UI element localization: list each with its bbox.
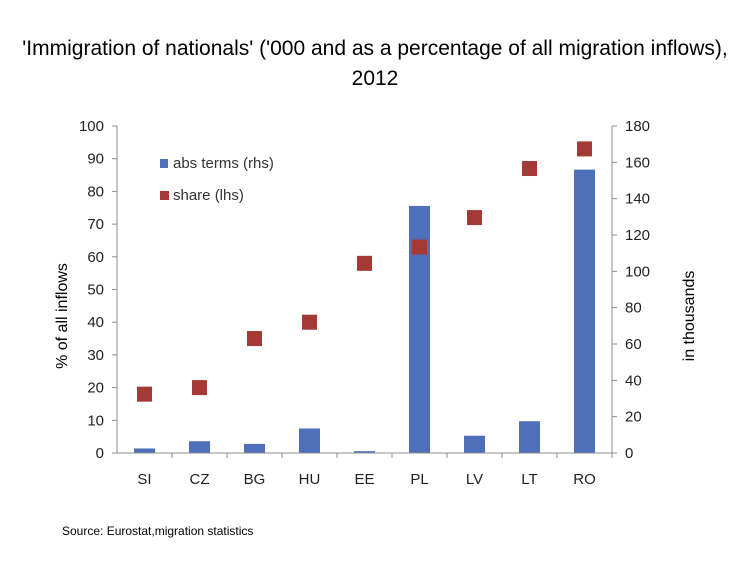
right-tick-label: 40 (625, 372, 642, 389)
x-tick-label: BG (244, 471, 266, 488)
right-tick-label: 0 (625, 445, 633, 462)
marker-ee (357, 255, 372, 271)
right-axis-title: in thousands (681, 271, 698, 362)
marker-ro (577, 141, 592, 157)
bar-ro (574, 169, 595, 453)
right-axis-ticks: 0 20 40 60 80 100 120 140 160 180 (612, 118, 650, 462)
left-tick-label: 40 (87, 314, 104, 331)
left-tick-label: 50 (87, 282, 104, 299)
bar-bg (244, 443, 265, 453)
left-tick-label: 80 (87, 183, 104, 200)
legend: abs terms (rhs) share (lhs) (160, 155, 274, 204)
x-axis-ticks: SI CZ BG HU EE PL LV LT RO (137, 453, 613, 488)
marker-si (137, 386, 152, 402)
left-axis-title: % of all inflows (54, 263, 71, 369)
legend-marker-swatch (160, 191, 169, 200)
legend-entry-markers: share (lhs) (173, 187, 244, 204)
left-tick-label: 10 (87, 412, 104, 429)
x-tick-label: EE (354, 471, 374, 488)
left-tick-label: 100 (79, 118, 104, 135)
source-note: Source: Eurostat,migration statistics (62, 524, 254, 538)
left-tick-label: 90 (87, 151, 104, 168)
left-tick-label: 70 (87, 216, 104, 233)
chart-title: 'Immigration of nationals' ('000 and as … (22, 37, 728, 90)
right-tick-label: 160 (625, 154, 650, 171)
marker-bg (247, 331, 262, 347)
right-tick-label: 80 (625, 300, 642, 317)
right-tick-label: 120 (625, 227, 650, 244)
marker-series (137, 141, 592, 402)
marker-pl (412, 239, 427, 255)
bar-hu (299, 428, 320, 453)
x-tick-label: RO (573, 471, 596, 488)
bar-pl (409, 205, 430, 453)
right-tick-label: 180 (625, 118, 650, 135)
axes (116, 126, 613, 454)
right-tick-label: 60 (625, 336, 642, 353)
x-tick-label: PL (410, 471, 428, 488)
x-tick-label: HU (299, 471, 321, 488)
x-tick-label: LV (466, 471, 483, 488)
x-tick-label: CZ (190, 471, 210, 488)
bar-series (134, 169, 595, 453)
right-tick-label: 20 (625, 409, 642, 426)
legend-bar-swatch (160, 159, 168, 168)
left-axis-ticks: 0 10 20 30 40 50 60 70 80 90 100 (79, 118, 117, 462)
right-tick-label: 140 (625, 191, 650, 208)
marker-hu (302, 314, 317, 330)
left-tick-label: 60 (87, 249, 104, 266)
marker-cz (192, 380, 207, 396)
right-tick-label: 100 (625, 263, 650, 280)
bar-si (134, 448, 155, 453)
marker-lt (522, 161, 537, 177)
bar-lt (519, 421, 540, 453)
left-tick-label: 30 (87, 347, 104, 364)
bar-lv (464, 435, 485, 453)
bar-cz (189, 441, 210, 453)
legend-entry-bars: abs terms (rhs) (173, 155, 274, 172)
bar-ee (354, 451, 375, 453)
x-tick-label: LT (521, 471, 537, 488)
x-tick-label: SI (137, 471, 151, 488)
marker-lv (467, 210, 482, 226)
left-tick-label: 20 (87, 380, 104, 397)
left-tick-label: 0 (96, 445, 104, 462)
